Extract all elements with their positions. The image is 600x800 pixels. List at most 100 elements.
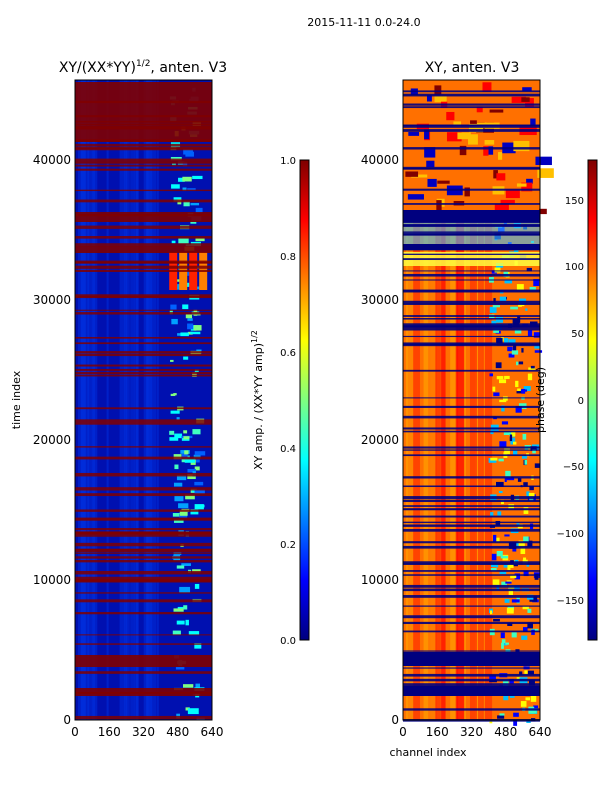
amp-flag-row: [75, 419, 212, 422]
ph-flag-row: [403, 167, 540, 170]
ph-noise-cell: [512, 547, 517, 552]
ph-noise-cell: [526, 491, 530, 498]
ph-noise-cell: [512, 450, 518, 456]
ph-noise-cell: [514, 573, 521, 580]
amp-bright-cell: [170, 359, 174, 362]
ph-noise-cell: [504, 375, 510, 380]
ph-noise-cell: [521, 388, 526, 394]
amp-bright-cell: [182, 176, 192, 182]
amp-bright-cell: [193, 325, 202, 331]
ph-flag-row: [403, 574, 540, 576]
amp-flag-row: [75, 456, 212, 460]
ph-noise-cell: [501, 643, 508, 646]
ph-flag-row: [403, 496, 540, 499]
ph-top-cell: [535, 156, 552, 166]
amp-bright-cell: [172, 279, 183, 282]
amp-ytick-3: 30000: [33, 293, 71, 307]
amp-flag-row: [75, 528, 212, 531]
ph-flag-row: [403, 93, 540, 97]
amp-cb-tick-2: 0.4: [280, 444, 296, 455]
ph-flag-row: [403, 708, 540, 711]
ph-noise-cell: [490, 512, 494, 517]
ph-noise-cell: [499, 399, 507, 403]
amp-bright-cell: [182, 684, 194, 688]
amp-ytick-4: 40000: [33, 153, 71, 167]
ph-noise-cell: [503, 432, 512, 435]
amp-bright-cell: [182, 187, 187, 191]
ph-top-cell: [537, 168, 554, 178]
amp-bright-cell: [185, 314, 193, 319]
ph-ytick-4: 40000: [361, 153, 399, 167]
amp-bright-cell: [194, 504, 204, 510]
amp-flag-row: [75, 407, 212, 410]
ph-noise-cell: [532, 449, 536, 454]
ph-noise-cell: [491, 321, 497, 324]
ph-xtick-2: 320: [460, 725, 483, 739]
ph-flag-row: [403, 103, 540, 106]
ph-cb-tick-3: 0: [578, 396, 584, 407]
ph-flag-band: [403, 686, 540, 696]
phase-heatmap: [403, 80, 554, 726]
ph-flag-row: [403, 508, 540, 510]
amp-flag-row: [75, 309, 212, 311]
ph-noise-cell: [501, 405, 505, 412]
ph-noise-cell: [513, 719, 518, 726]
ph-top-cell: [484, 140, 495, 145]
ph-xtick-4: 640: [529, 725, 552, 739]
amp-bright-cell: [188, 631, 200, 636]
amp-flag-row: [75, 518, 212, 521]
ph-noise-cell: [521, 635, 528, 640]
phase-title: XY, anten. V3: [425, 60, 520, 76]
ph-flag-row: [403, 605, 540, 607]
amp-stripe: [133, 80, 139, 720]
amp-flag-row: [75, 509, 212, 512]
ph-noise-cell: [505, 581, 512, 584]
ph-noise-cell: [533, 279, 540, 287]
amp-bright-cell: [182, 304, 189, 310]
ph-noise-cell: [518, 540, 525, 548]
ph-noise-cell: [506, 607, 514, 614]
ph-noise-cell: [530, 365, 535, 369]
ph-noise-cell: [530, 695, 537, 702]
ph-flag-row: [403, 615, 540, 619]
ph-noise-cell: [508, 339, 516, 344]
amp-flag-row: [75, 592, 212, 594]
amp-flag-row: [75, 236, 212, 239]
ph-flag-row: [403, 621, 540, 625]
ph-top-cell: [521, 182, 533, 192]
ph-flag-row: [403, 223, 540, 227]
amp-flag-row: [75, 715, 212, 720]
amp-flag-row: [75, 353, 212, 357]
ph-top-cell: [457, 132, 471, 140]
ph-noise-cell: [508, 504, 515, 510]
amp-flag-row: [75, 243, 212, 247]
amp-flag-row: [75, 364, 212, 367]
ph-flag-row: [403, 300, 540, 304]
ph-noise-cell: [499, 713, 505, 716]
amp-bright-cell: [178, 503, 189, 509]
amp-cb-tick-4: 0.8: [280, 252, 296, 263]
ph-noise-cell: [513, 441, 517, 445]
ph-top-cell: [493, 170, 498, 179]
amp-stripe: [106, 80, 109, 720]
ph-noise-cell: [491, 553, 497, 561]
ph-noise-cell: [500, 555, 508, 559]
ph-noise-cell: [521, 348, 524, 353]
amp-stripe: [130, 80, 135, 720]
amp-bright-cell: [190, 203, 200, 206]
amp-flag-row: [75, 351, 212, 354]
ph-noise-cell: [501, 642, 504, 649]
ph-flag-band: [403, 244, 540, 250]
ph-flag-row: [403, 106, 540, 109]
ph-noise-cell: [516, 391, 524, 394]
ph-noise-cell: [495, 520, 501, 527]
ph-top-cell: [494, 204, 509, 214]
ph-noise-cell: [506, 580, 512, 583]
ph-noise-cell: [514, 585, 520, 592]
amp-bright-cell: [172, 630, 181, 635]
amp-bright-cell: [192, 372, 197, 377]
ph-noise-cell: [504, 598, 510, 603]
ph-ytick-2: 20000: [361, 433, 399, 447]
ph-noise-cell: [534, 345, 540, 349]
ph-top-cell: [470, 120, 477, 124]
